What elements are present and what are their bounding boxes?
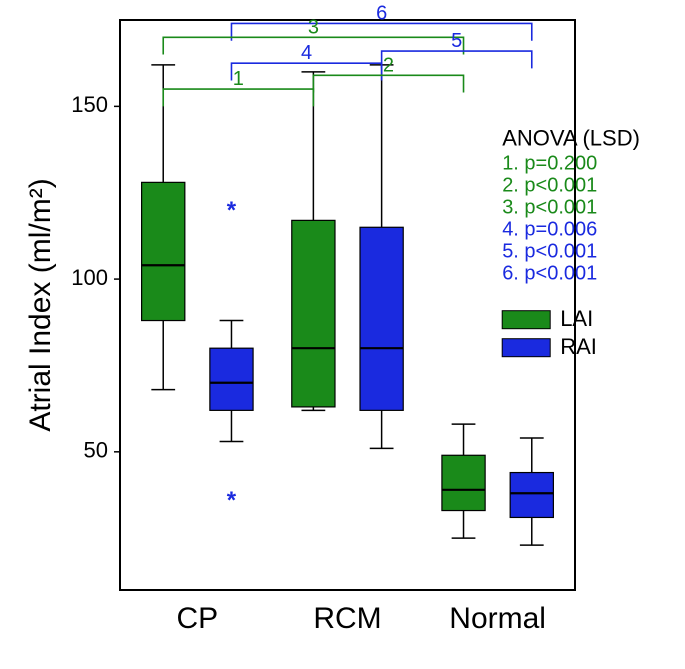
legend-label: LAI [560, 306, 593, 331]
anova-line: 6. p<0.001 [502, 262, 597, 284]
x-category-label: CP [177, 602, 219, 635]
x-category-label: RCM [313, 602, 381, 635]
box [142, 182, 185, 320]
anova-line: 1. p=0.200 [502, 152, 597, 174]
outlier-marker: * [227, 487, 237, 514]
box [292, 220, 335, 407]
anova-line: 2. p<0.001 [502, 174, 597, 196]
boxplot-chart: 50 100 150 Atrial Index (ml/m²) CP RCM Normal *… [0, 0, 685, 669]
sig-bracket-label: 5 [451, 30, 462, 52]
sig-bracket-label: 1 [233, 68, 244, 90]
sig-bracket-label: 4 [301, 42, 312, 64]
y-tick-label: 50 [84, 438, 108, 463]
y-tick-label: 150 [71, 92, 108, 117]
anova-line: 4. p=0.006 [502, 218, 597, 240]
legend-swatch [502, 339, 550, 357]
box [210, 348, 253, 410]
anova-line: 5. p<0.001 [502, 240, 597, 262]
outlier-marker: * [227, 197, 237, 224]
sig-bracket-label: 3 [308, 16, 319, 38]
y-axis-title: Atrial Index (ml/m²) [24, 178, 57, 431]
sig-bracket-label: 6 [376, 2, 387, 24]
box [360, 227, 403, 410]
x-category-label: Normal [449, 602, 546, 635]
anova-line: 3. p<0.001 [502, 196, 597, 218]
legend-swatch [502, 311, 550, 329]
box [442, 455, 485, 510]
y-tick-label: 100 [71, 265, 108, 290]
legend-label: RAI [560, 334, 597, 359]
sig-bracket-label: 2 [383, 54, 394, 76]
box [510, 473, 553, 518]
anova-title: ANOVA (LSD) [502, 125, 640, 150]
